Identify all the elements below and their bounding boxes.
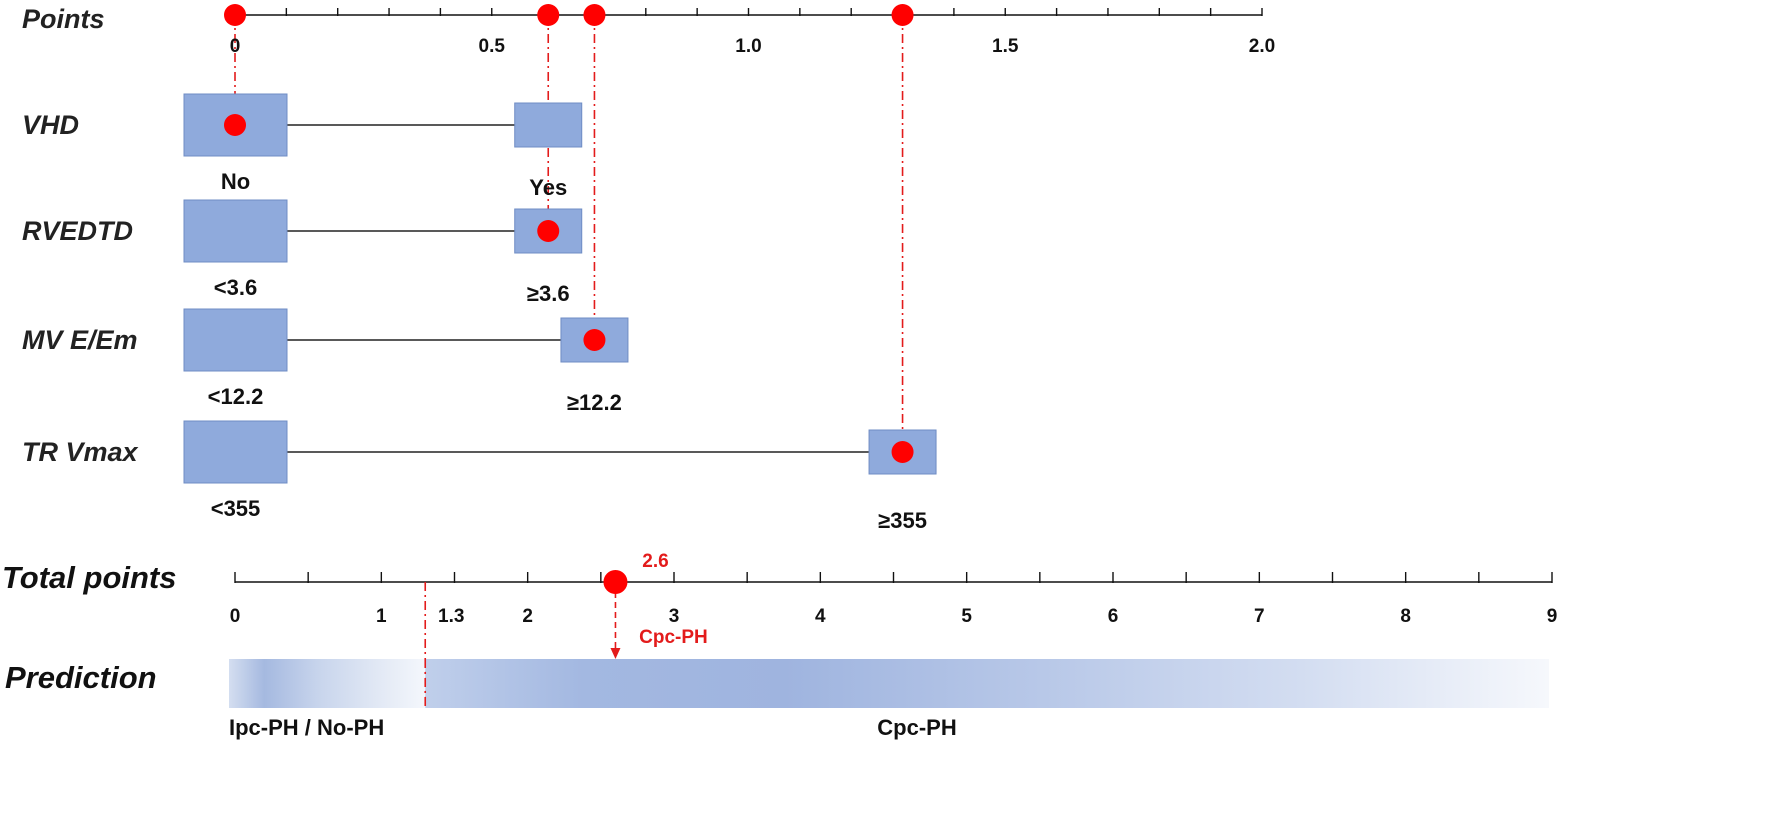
total-score-label: 2.6 xyxy=(642,551,668,572)
level-label: ≥12.2 xyxy=(567,390,622,415)
total-tick-label: 8 xyxy=(1400,606,1411,627)
level-box-reference xyxy=(183,308,288,372)
selected-level-marker xyxy=(537,220,560,242)
level-label: Yes xyxy=(529,175,567,200)
total-tick-label: 1 xyxy=(376,606,387,627)
level-box-reference xyxy=(183,199,288,263)
level-label: <3.6 xyxy=(214,275,257,300)
selected-level-marker xyxy=(583,329,606,351)
total-points-title: Total points xyxy=(2,560,177,595)
total-tick-label: 3 xyxy=(669,606,680,627)
prediction-left-label: Ipc-PH / No-PH xyxy=(229,715,384,740)
variable-label: VHD xyxy=(22,110,79,140)
level-label: <355 xyxy=(211,496,261,521)
points-tick-label: 1.5 xyxy=(992,36,1019,57)
points-tick-label: 0.5 xyxy=(479,36,506,57)
points-axis-marker xyxy=(583,4,606,26)
points-axis-title: Points xyxy=(22,4,105,34)
prediction-bar-high-risk xyxy=(425,659,1549,708)
total-score-arrow-head xyxy=(610,648,621,659)
cutoff-label: 1.3 xyxy=(438,606,464,627)
prediction-bar-low-risk xyxy=(229,659,426,708)
total-tick-label: 4 xyxy=(815,606,826,627)
total-tick-label: 7 xyxy=(1254,606,1265,627)
level-label: ≥355 xyxy=(878,508,927,533)
points-axis-marker xyxy=(537,4,560,26)
variable-label: RVEDTD xyxy=(22,216,133,246)
total-tick-label: 0 xyxy=(230,606,241,627)
level-box-reference xyxy=(183,420,288,484)
level-label: No xyxy=(221,169,250,194)
level-box xyxy=(514,102,583,148)
prediction-right-label: Cpc-PH xyxy=(877,715,956,740)
variable-label: MV E/Em xyxy=(22,325,138,355)
total-tick-label: 5 xyxy=(961,606,972,627)
total-tick-label: 6 xyxy=(1108,606,1119,627)
points-tick-label: 2.0 xyxy=(1249,36,1275,57)
points-axis-marker xyxy=(224,4,246,26)
points-tick-label: 1.0 xyxy=(735,36,761,57)
total-score-result-label: Cpc-PH xyxy=(639,627,708,648)
prediction-title: Prediction xyxy=(5,660,157,695)
total-tick-label: 2 xyxy=(522,606,533,627)
selected-level-marker xyxy=(224,114,246,136)
points-axis-marker xyxy=(891,4,914,26)
selected-level-marker xyxy=(891,441,914,463)
variable-label: TR Vmax xyxy=(22,437,139,467)
total-score-marker xyxy=(603,570,628,594)
points-tick-label: 0 xyxy=(230,36,241,57)
total-tick-label: 9 xyxy=(1547,606,1558,627)
level-label: ≥3.6 xyxy=(527,281,570,306)
level-label: <12.2 xyxy=(208,384,264,409)
